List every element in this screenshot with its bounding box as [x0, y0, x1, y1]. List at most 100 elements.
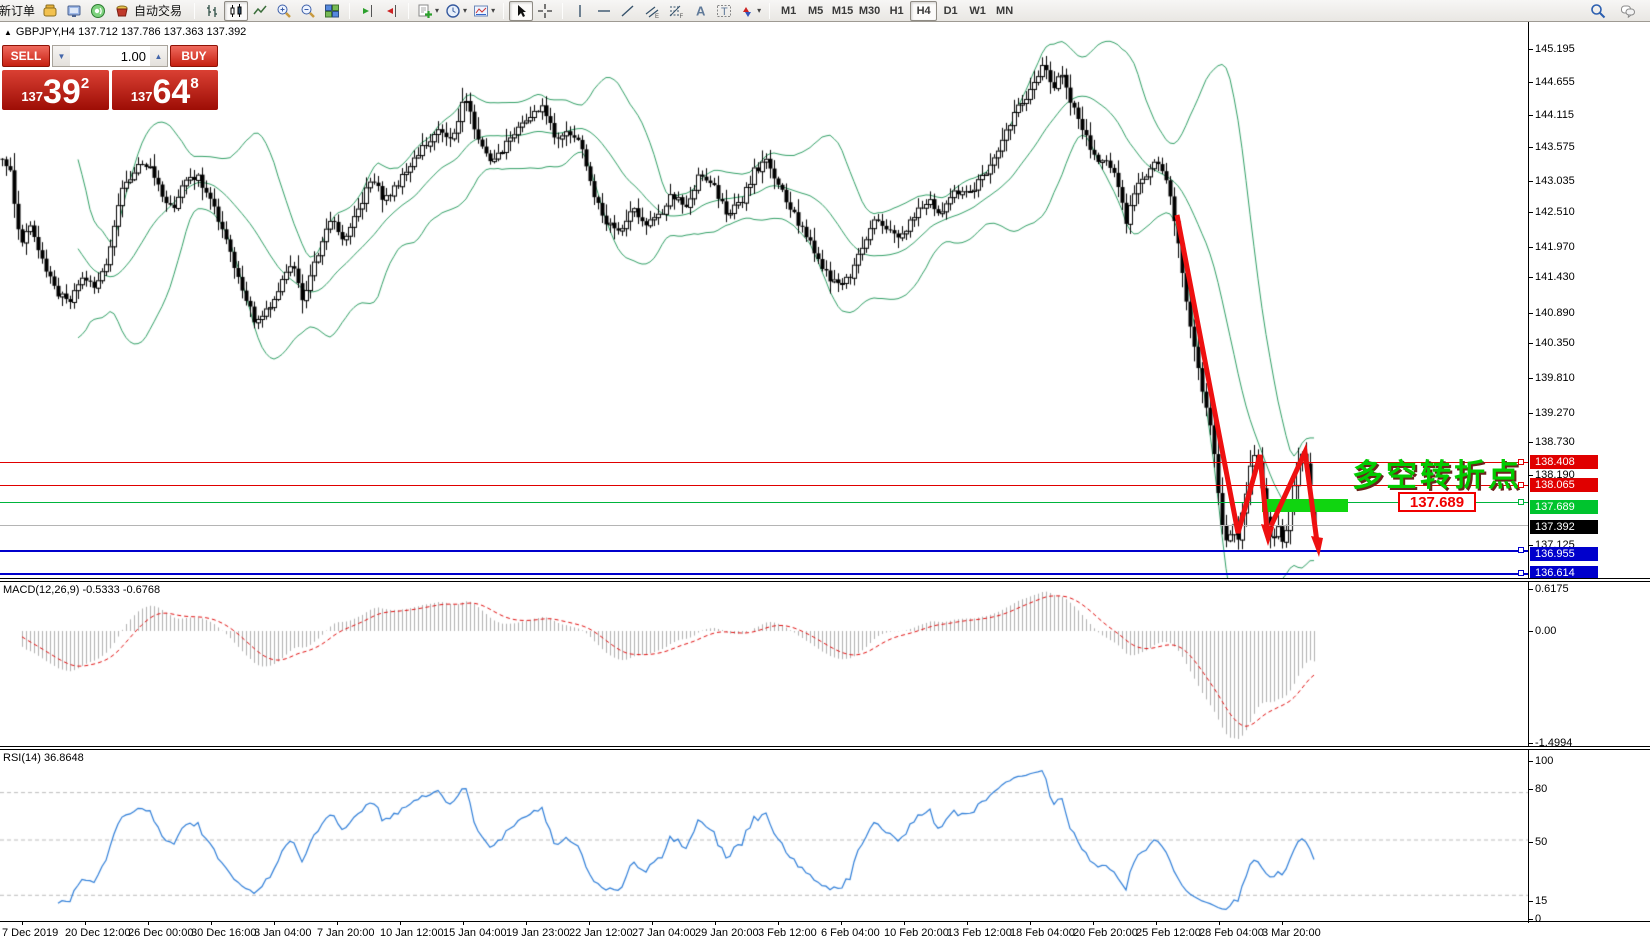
vertical-line-icon: [579, 4, 581, 17]
bar-chart-mode-button[interactable]: [200, 1, 224, 21]
chat-button[interactable]: [1616, 1, 1640, 21]
line-anchor-handle[interactable]: [1518, 570, 1524, 576]
timeframe-w1[interactable]: W1: [969, 4, 986, 17]
timeframe-h4[interactable]: H4: [910, 0, 938, 21]
text-tool[interactable]: A: [688, 1, 712, 21]
candlestick-icon: [230, 3, 242, 17]
periods-button[interactable]: ▾: [442, 1, 470, 21]
price-tag: 137.392: [1530, 520, 1598, 534]
date-label: 19 Jan 23:00: [506, 927, 570, 939]
axis-tick: [1529, 49, 1533, 50]
level-line-137.392[interactable]: [0, 525, 1528, 526]
axis-tick-label: 144.115: [1535, 109, 1574, 121]
text-icon: A: [696, 3, 706, 18]
new-order-button[interactable]: 新订单: [0, 4, 36, 18]
text-label-tool[interactable]: T: [712, 1, 736, 21]
main-chart-canvas[interactable]: [0, 22, 1528, 578]
buy-button[interactable]: BUY: [170, 45, 218, 67]
rsi-panel-canvas[interactable]: [0, 750, 1528, 921]
search-button[interactable]: [1586, 1, 1610, 21]
axis-tick: [1529, 545, 1533, 546]
macd-panel-canvas[interactable]: [0, 582, 1528, 746]
line-anchor-handle[interactable]: [1518, 482, 1524, 488]
volume-input[interactable]: [70, 46, 150, 66]
macd-scale-label: 0.00: [1535, 625, 1557, 637]
date-label: 26 Dec 00:00: [128, 927, 194, 939]
vertical-line-tool[interactable]: [568, 1, 592, 21]
axis-tick: [1529, 743, 1533, 744]
panel-separator[interactable]: [0, 578, 1650, 582]
time-axis[interactable]: 7 Dec 2019 20 Dec 12:00 26 Dec 00:00 30 Dec…: [0, 921, 1650, 948]
volume-increase-button[interactable]: ▲: [150, 46, 167, 66]
timeframe-m5[interactable]: M5: [807, 4, 824, 17]
rsi-scale-label: 0: [1535, 913, 1542, 925]
terminal-button[interactable]: [62, 1, 86, 21]
trendline-tool[interactable]: [616, 1, 640, 21]
indicators-button[interactable]: ▾: [414, 1, 442, 21]
sell-price-display[interactable]: 137 39 2: [2, 70, 109, 110]
line-chart-mode-button[interactable]: [248, 1, 272, 21]
axis-tick: [1529, 378, 1533, 379]
arrows-tool[interactable]: ▾: [736, 1, 764, 21]
zoom-out-icon: [301, 4, 315, 18]
timeframe-mn[interactable]: MN: [996, 4, 1014, 17]
svg-text:T: T: [721, 6, 728, 18]
panel-separator[interactable]: [0, 746, 1650, 750]
tile-windows-icon: [325, 4, 340, 17]
timeframe-m30[interactable]: M30: [858, 4, 881, 17]
templates-button[interactable]: ▾: [470, 1, 498, 21]
level-line-136.614[interactable]: [0, 573, 1528, 575]
buy-price-display[interactable]: 137 64 8: [111, 70, 218, 110]
auto-trading-button[interactable]: 自动交易: [110, 1, 189, 21]
date-tick: [1093, 921, 1094, 925]
date-label: 20 Dec 12:00: [65, 927, 131, 939]
sell-price-big: 39: [43, 73, 81, 111]
tile-windows-button[interactable]: [320, 1, 344, 21]
templates-icon: [474, 5, 489, 16]
green-highlight-bar[interactable]: [1262, 499, 1348, 512]
level-line-137.689[interactable]: [0, 502, 1528, 503]
level-line-138.408[interactable]: [0, 462, 1528, 463]
chart-shift-button[interactable]: [379, 1, 403, 21]
history-center-button[interactable]: [38, 1, 62, 21]
timeframe-d1[interactable]: D1: [943, 4, 958, 17]
line-anchor-handle[interactable]: [1518, 547, 1524, 553]
crosshair-button[interactable]: [533, 1, 557, 21]
level-line-136.955[interactable]: [0, 550, 1528, 552]
date-tick: [1219, 921, 1220, 925]
candlestick-mode-button[interactable]: [224, 0, 249, 21]
toolbar-separator: [503, 2, 505, 19]
auto-scroll-button[interactable]: [355, 1, 379, 21]
channel-tool[interactable]: E: [640, 1, 664, 21]
zoom-in-button[interactable]: [272, 1, 296, 21]
date-tick: [463, 921, 464, 925]
cursor-button[interactable]: [509, 0, 534, 21]
line-anchor-handle[interactable]: [1518, 459, 1524, 465]
level-line-138.065[interactable]: [0, 485, 1528, 486]
volume-stepper: ▼ ▲: [52, 45, 168, 67]
date-tick: [337, 921, 338, 925]
date-tick: [715, 921, 716, 925]
timeframe-m1[interactable]: M1: [780, 4, 797, 17]
signal-icon: [91, 3, 106, 18]
timeframe-h1[interactable]: H1: [889, 4, 904, 17]
timeframe-m15[interactable]: M15: [831, 4, 854, 17]
date-tick: [1030, 921, 1031, 925]
date-label: 6 Feb 04:00: [821, 927, 880, 939]
price-tag: 137.689: [1530, 500, 1598, 514]
fibonacci-tool[interactable]: F: [664, 1, 688, 21]
signals-button[interactable]: [86, 1, 110, 21]
price-callout-label[interactable]: 137.689: [1398, 492, 1476, 512]
toolbar-separator: [408, 2, 410, 19]
turning-point-annotation[interactable]: 多空转折点: [1352, 458, 1522, 493]
price-axis[interactable]: 145.195 144.655 144.115 143.575 143.035 142.5…: [1528, 22, 1650, 925]
volume-decrease-button[interactable]: ▼: [53, 46, 70, 66]
sell-button[interactable]: SELL: [2, 45, 50, 67]
rsi-scale-label: 50: [1535, 836, 1548, 848]
horizontal-line-tool[interactable]: [592, 1, 616, 21]
zoom-out-button[interactable]: [296, 1, 320, 21]
line-anchor-handle[interactable]: [1518, 499, 1524, 505]
date-label: 7 Dec 2019: [2, 927, 59, 939]
arrows-icon: [743, 6, 752, 17]
